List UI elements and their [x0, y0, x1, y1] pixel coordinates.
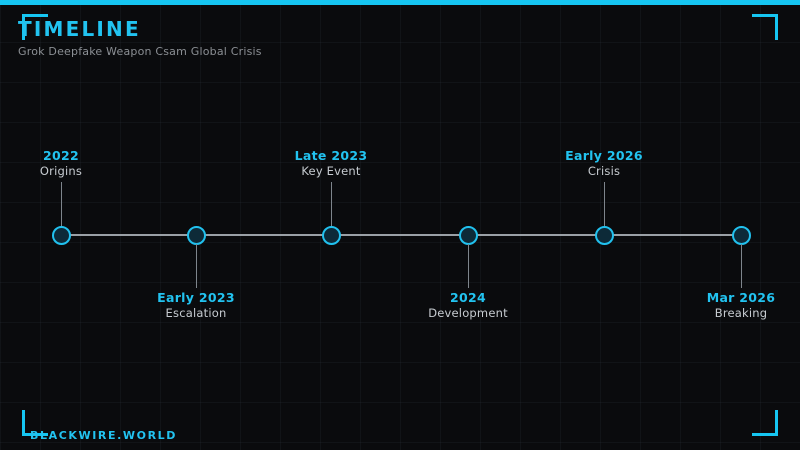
timeline-node-label: Early 2023 Escalation — [96, 290, 296, 321]
timeline-node-label: Mar 2026 Breaking — [641, 290, 800, 321]
timeline-node-stem — [741, 244, 742, 288]
timeline-node-description: Key Event — [301, 164, 361, 178]
timeline-node-dot[interactable] — [51, 225, 71, 245]
timeline-node-date: Early 2023 — [157, 290, 235, 305]
timeline-node-label: 2024 Development — [368, 290, 568, 321]
timeline-node-stem — [196, 244, 197, 288]
timeline-node-date: Mar 2026 — [706, 290, 776, 305]
timeline-node-description: Escalation — [165, 306, 227, 320]
timeline-node-date: 2024 — [450, 290, 486, 305]
timeline-node-date: 2022 — [43, 148, 79, 163]
timeline-node-label: 2022 Origins — [0, 148, 161, 179]
timeline-node-dot[interactable] — [321, 225, 341, 245]
header: TIMELINE Grok Deepfake Weapon Csam Globa… — [18, 18, 262, 58]
timeline-node-label: Late 2023 Key Event — [231, 148, 431, 179]
corner-bracket-top-right — [752, 14, 778, 40]
timeline-node-description: Origins — [39, 164, 83, 178]
corner-bracket-top-left — [22, 14, 48, 40]
timeline-node-date: Early 2026 — [565, 148, 643, 163]
timeline-node-stem — [331, 182, 332, 226]
timeline-axis-line — [61, 234, 741, 236]
timeline-node-description: Crisis — [587, 164, 621, 178]
footer-brand: BLACKWIRE.WORLD — [30, 429, 177, 442]
corner-bracket-bottom-left — [22, 410, 48, 436]
timeline-node-date: Late 2023 — [294, 148, 368, 163]
timeline-node-dot[interactable] — [458, 225, 478, 245]
corner-bracket-bottom-right — [752, 410, 778, 436]
timeline-node-dot[interactable] — [186, 225, 206, 245]
timeline-node-stem — [61, 182, 62, 226]
top-accent-bar — [0, 0, 800, 5]
timeline-node-label: Early 2026 Crisis — [504, 148, 704, 179]
page-title: TIMELINE — [18, 17, 141, 41]
timeline-node-stem — [468, 244, 469, 288]
timeline-node-stem — [604, 182, 605, 226]
timeline-node-description: Breaking — [714, 306, 768, 320]
timeline-node-dot[interactable] — [594, 225, 614, 245]
page-subtitle: Grok Deepfake Weapon Csam Global Crisis — [18, 45, 262, 58]
timeline-node-dot[interactable] — [731, 225, 751, 245]
timeline-node-description: Development — [428, 306, 508, 320]
